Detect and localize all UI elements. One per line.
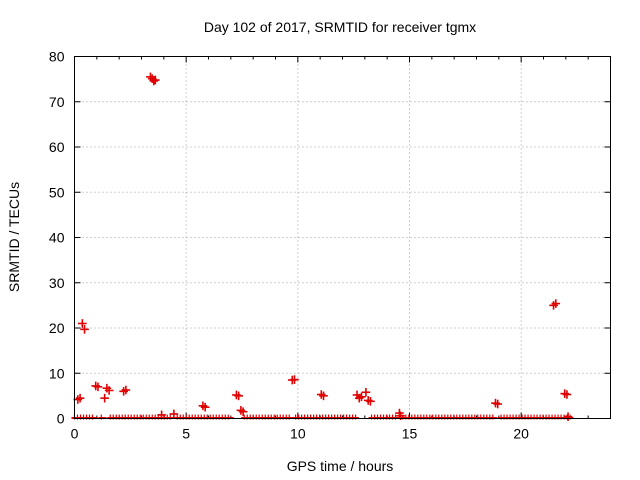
data-point <box>104 386 114 395</box>
x-axis-label: GPS time / hours <box>287 458 394 474</box>
data-point <box>319 391 328 401</box>
data-point <box>493 399 503 409</box>
data-point <box>78 319 87 328</box>
y-tick-label: 20 <box>49 320 65 336</box>
data-point <box>157 410 166 420</box>
data-point <box>562 390 572 399</box>
data-point <box>93 382 103 392</box>
x-tick-label: 15 <box>402 426 418 442</box>
y-tick-label: 60 <box>49 139 65 155</box>
data-point <box>100 393 109 403</box>
x-tick-label: 20 <box>513 426 529 442</box>
x-tick-label: 10 <box>290 426 306 442</box>
data-point <box>366 397 375 406</box>
data-point <box>169 409 179 419</box>
data-point <box>238 407 248 417</box>
x-tick-label: 5 <box>182 426 190 442</box>
x-tick-label: 0 <box>71 426 79 442</box>
data-point <box>563 412 573 421</box>
grid-layer <box>74 56 611 419</box>
data-point <box>200 402 210 412</box>
y-tick-label: 70 <box>49 94 65 110</box>
y-tick-label: 80 <box>49 49 65 65</box>
plot-frame <box>74 56 611 419</box>
data-point <box>290 375 299 384</box>
chart-title: Day 102 of 2017, SRMTID for receiver tgm… <box>204 19 476 35</box>
data-point <box>551 299 561 308</box>
y-axis-label: SRMTID / TECUs <box>6 182 22 292</box>
y-tick-label: 40 <box>49 230 65 246</box>
data-point <box>361 387 371 397</box>
data-point <box>357 392 366 402</box>
points-layer <box>71 72 574 421</box>
y-tick-label: 30 <box>49 275 65 291</box>
data-point <box>75 393 85 403</box>
y-tick-label: 50 <box>49 184 65 200</box>
data-point <box>151 75 160 85</box>
data-point <box>121 385 131 395</box>
axis-layer: 0 10 20 30 40 50 60 70 80 0 5 10 15 20 <box>49 49 611 442</box>
data-point <box>234 391 243 401</box>
y-tick-label: 10 <box>49 365 65 381</box>
y-tick-label: 0 <box>57 411 65 427</box>
data-point <box>80 325 89 334</box>
